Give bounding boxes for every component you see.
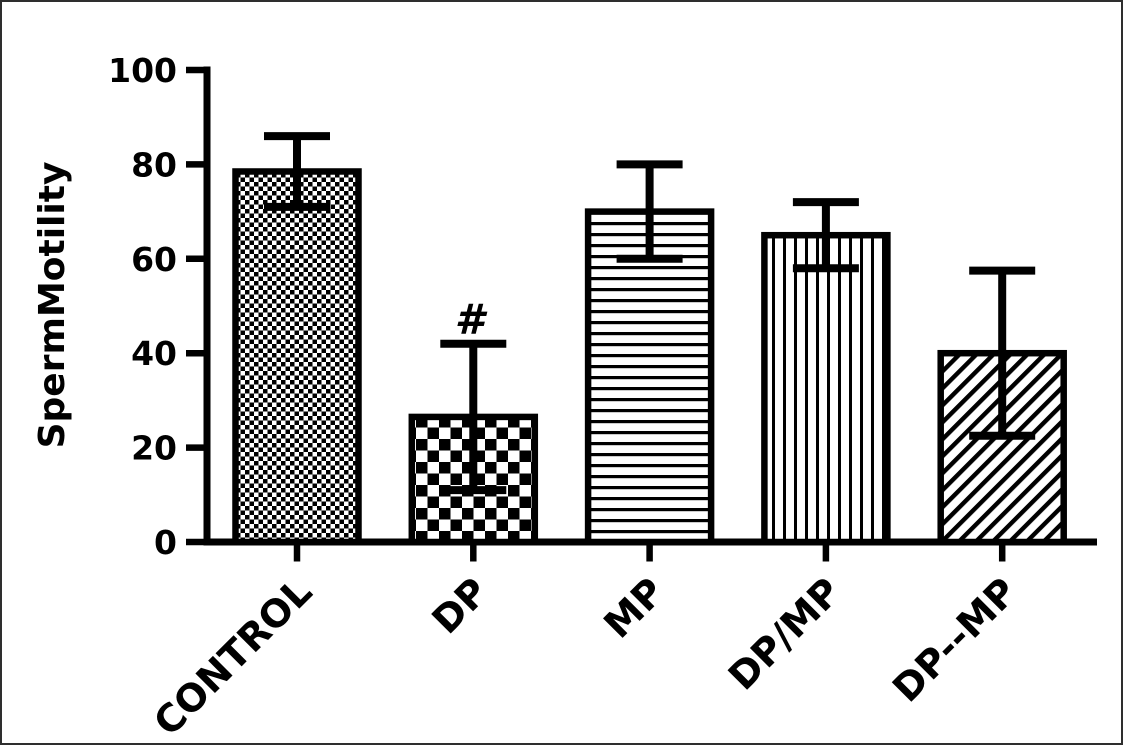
y-tick-label-80: 80	[131, 145, 177, 184]
y-tick-label-20: 20	[131, 429, 177, 468]
bar-DP/MP	[761, 231, 891, 546]
y-tick-label-60: 60	[131, 240, 177, 279]
bar-CONTROL	[232, 168, 362, 546]
significance-marker-DP: #	[455, 295, 488, 344]
x-label-MP: MP	[595, 569, 673, 647]
x-label-DP/MP: DP/MP	[720, 569, 849, 698]
y-tick-label-100: 100	[108, 51, 177, 90]
plot-area: 0 20 40 60 80 100 CONTROL DP MP DP/MP DP--MP #	[108, 51, 1097, 743]
x-label-CONTROL: CONTROL	[145, 569, 320, 743]
x-label-DP--MP: DP--MP	[884, 569, 1025, 710]
y-tick-label-0: 0	[154, 523, 177, 562]
x-label-DP: DP	[424, 569, 497, 642]
y-axis-title: SpermMotility	[32, 162, 73, 449]
y-tick-label-40: 40	[131, 334, 177, 373]
